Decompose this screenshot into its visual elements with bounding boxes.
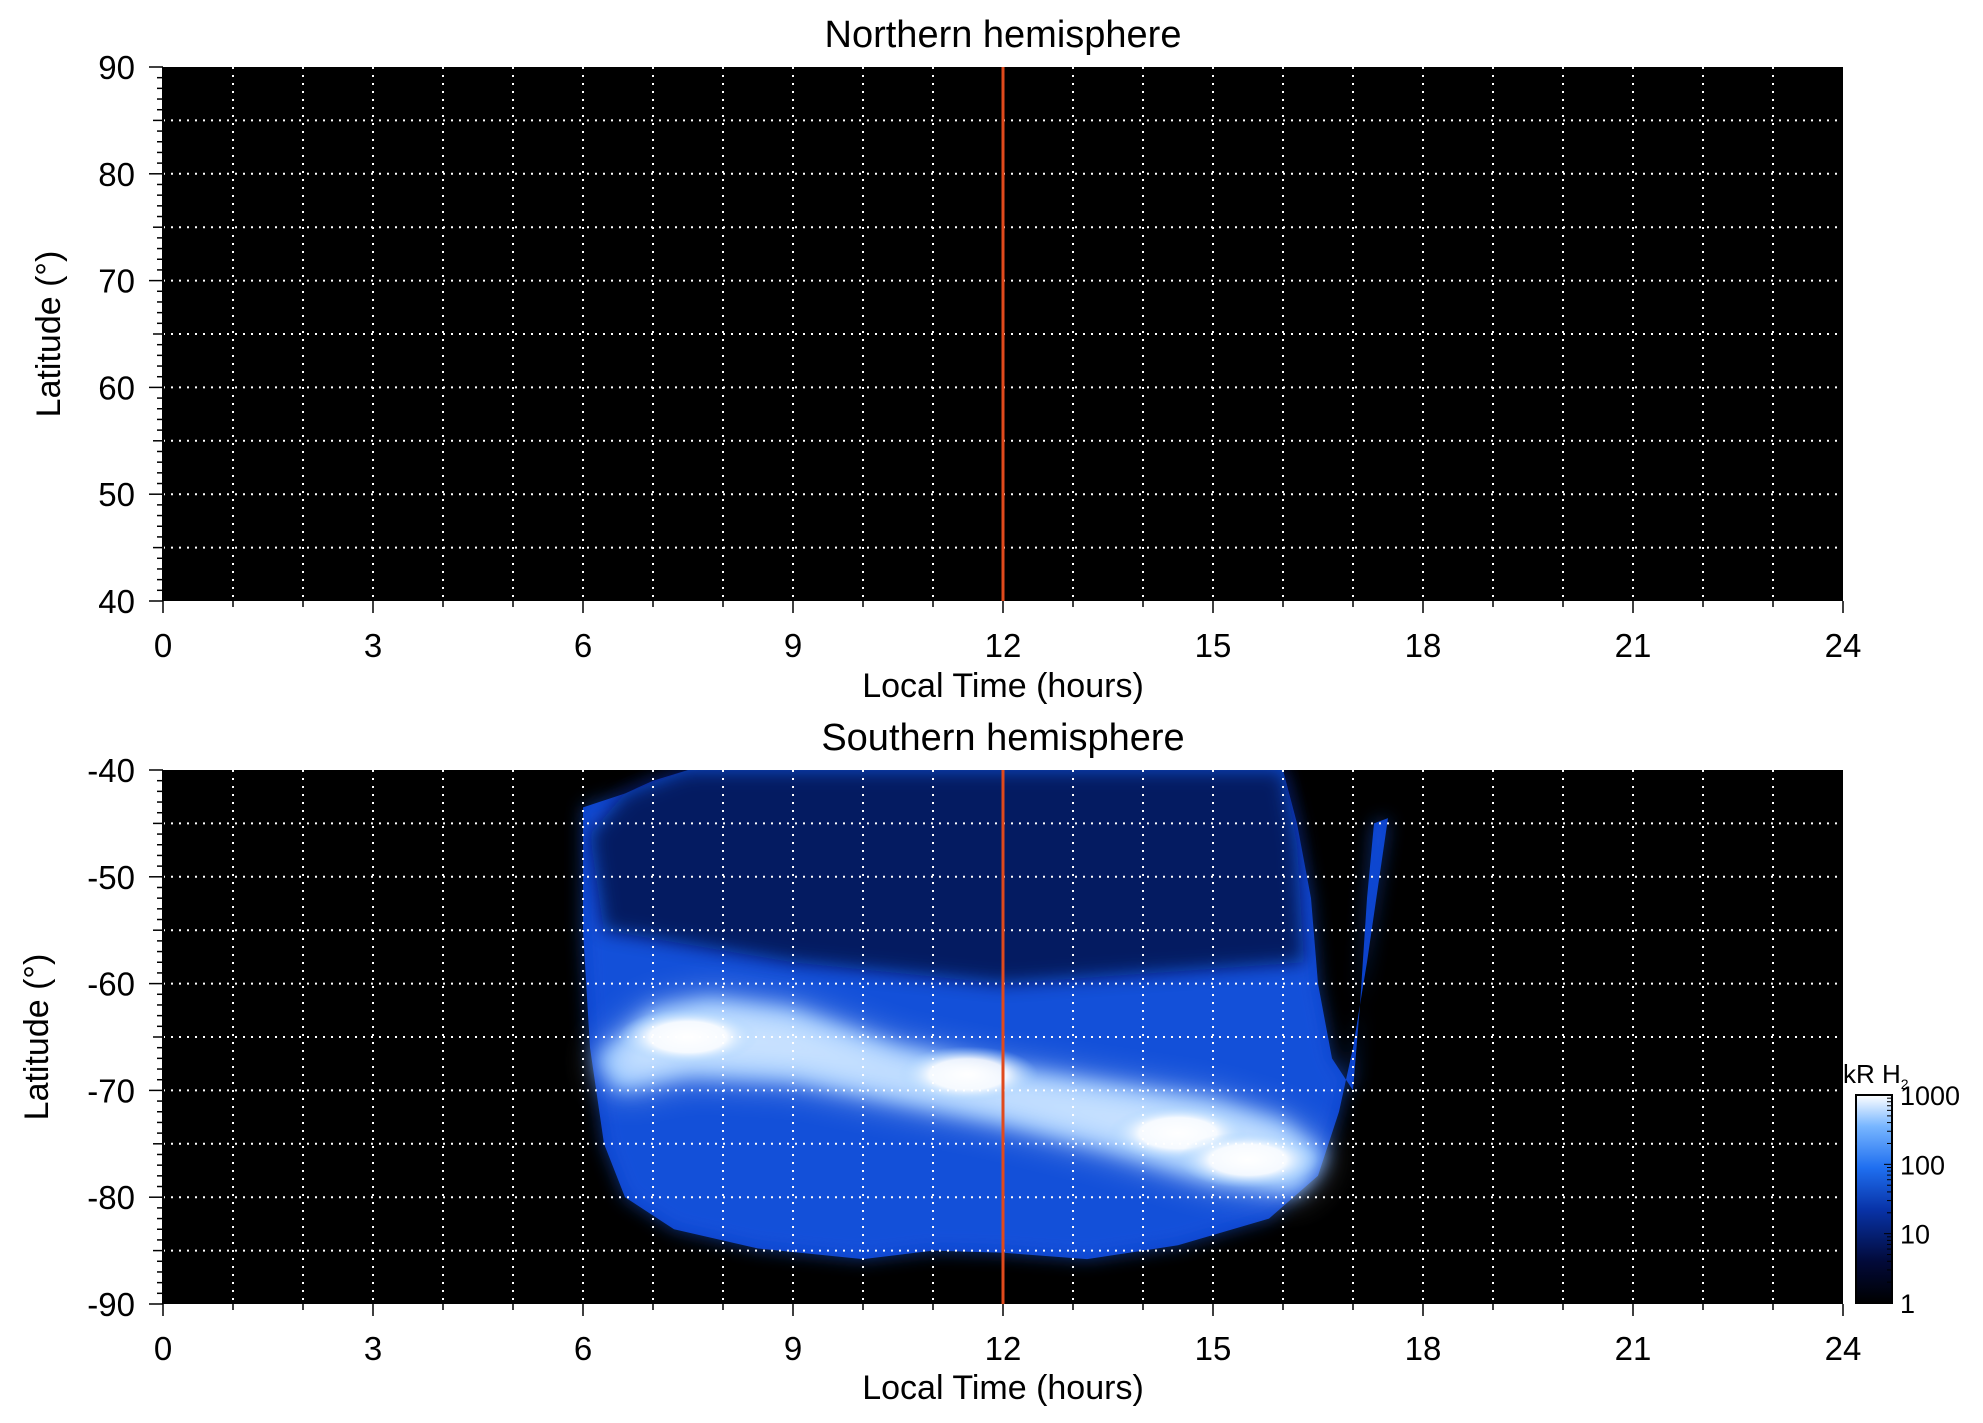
- x-tick-label: 3: [364, 627, 382, 664]
- y-tick-label: -90: [87, 1286, 135, 1323]
- x-tick-label: 0: [154, 1330, 172, 1367]
- bright-patch: [898, 1046, 1038, 1103]
- y-tick-label: 50: [98, 476, 135, 513]
- x-tick-label: 18: [1405, 627, 1442, 664]
- northern-hemisphere-panel: Northern hemisphere 40 50 60 70 80 90 0 3 6 9 12 1…: [30, 14, 1861, 705]
- y-tick-label: 80: [98, 156, 135, 193]
- colorbar-label: kR H2: [1843, 1059, 1909, 1092]
- colorbar-unit: kR H: [1843, 1059, 1901, 1089]
- bright-patch: [1178, 1131, 1318, 1188]
- x-tick-label: 18: [1405, 1330, 1442, 1367]
- aurora-emission-map: [583, 770, 1388, 1260]
- x-tick-label: 15: [1195, 627, 1232, 664]
- x-tick-label: 15: [1195, 1330, 1232, 1367]
- south-x-axis: 0 3 6 9 12 15 18 21 24: [154, 1304, 1862, 1367]
- x-tick-label: 3: [364, 1330, 382, 1367]
- south-x-axis-label: Local Time (hours): [862, 1369, 1144, 1407]
- x-tick-label: 6: [574, 627, 592, 664]
- north-y-axis: 40 50 60 70 80 90: [98, 49, 164, 620]
- y-tick-label: 40: [98, 583, 135, 620]
- y-tick-label: -60: [87, 966, 135, 1003]
- colorbar-ticks: 1000 100 10 1: [1884, 1081, 1960, 1319]
- south-y-axis: -90 -80 -70 -60 -50 -40: [87, 752, 164, 1323]
- north-y-axis-label: Latitude (°): [30, 251, 68, 418]
- colorbar-gradient: [1855, 1094, 1893, 1304]
- north-panel-title: Northern hemisphere: [825, 14, 1182, 56]
- x-tick-label: 0: [154, 627, 172, 664]
- colorbar: kR H2 1000 100 10 1: [1843, 1059, 1960, 1319]
- y-tick-label: -70: [87, 1072, 135, 1109]
- y-tick-label: -40: [87, 752, 135, 789]
- colorbar-tick-label: 10: [1900, 1220, 1930, 1250]
- south-y-axis-label: Latitude (°): [18, 954, 56, 1121]
- colorbar-unit-subscript: 2: [1901, 1076, 1909, 1092]
- southern-hemisphere-panel: Southern hemisphere -90 -80 -70 -60 -50 -40 0…: [18, 717, 1861, 1407]
- x-tick-label: 21: [1615, 627, 1652, 664]
- colorbar-tick-label: 1000: [1900, 1081, 1960, 1111]
- y-tick-label: 70: [98, 263, 135, 300]
- y-tick-label: -80: [87, 1179, 135, 1216]
- x-tick-label: 9: [784, 627, 802, 664]
- north-x-axis: 0 3 6 9 12 15 18 21 24: [154, 601, 1862, 664]
- x-tick-label: 21: [1615, 1330, 1652, 1367]
- y-tick-label: 60: [98, 369, 135, 406]
- x-tick-label: 6: [574, 1330, 592, 1367]
- y-tick-label: 90: [98, 49, 135, 86]
- bright-patch: [618, 1009, 758, 1065]
- colorbar-tick-label: 1: [1900, 1289, 1915, 1319]
- x-tick-label: 24: [1825, 627, 1862, 664]
- y-tick-label: -50: [87, 859, 135, 896]
- x-tick-label: 12: [985, 627, 1022, 664]
- north-x-axis-label: Local Time (hours): [862, 667, 1144, 705]
- x-tick-label: 9: [784, 1330, 802, 1367]
- x-tick-label: 12: [985, 1330, 1022, 1367]
- colorbar-tick-label: 100: [1900, 1150, 1945, 1180]
- x-tick-label: 24: [1825, 1330, 1862, 1367]
- south-panel-title: Southern hemisphere: [821, 717, 1184, 759]
